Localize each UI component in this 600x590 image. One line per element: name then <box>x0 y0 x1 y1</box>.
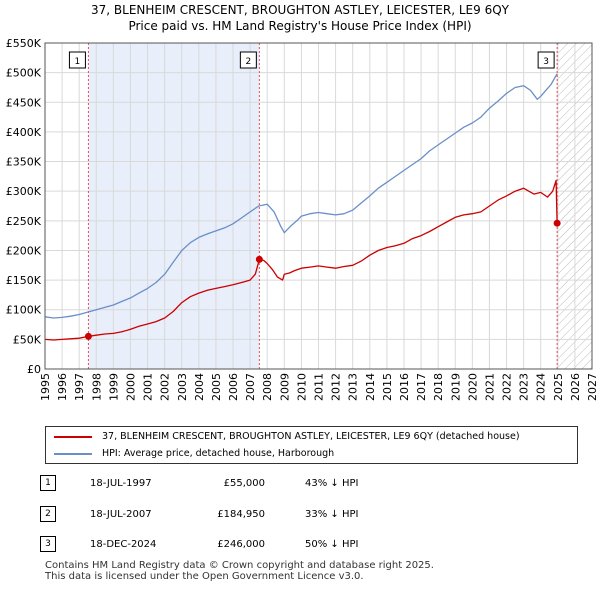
y-tick-label: £150K <box>6 274 42 287</box>
x-tick-label: 1999 <box>107 373 120 401</box>
chart-title-address: 37, BLENHEIM CRESCENT, BROUGHTON ASTLEY,… <box>91 3 509 17</box>
x-tick-label: 2006 <box>227 373 240 401</box>
y-tick-label: £350K <box>6 156 42 169</box>
x-tick-label: 2004 <box>193 373 206 401</box>
sale-date: 18-JUL-2007 <box>90 509 152 520</box>
sale-date: 18-DEC-2024 <box>90 539 157 550</box>
x-tick-label: 2025 <box>552 373 565 401</box>
y-tick-label: £300K <box>6 185 42 198</box>
y-tick-label: £500K <box>6 67 42 80</box>
x-tick-label: 1998 <box>90 373 103 401</box>
sale-number-badge: 2 <box>40 506 56 522</box>
y-tick-label: £0 <box>27 363 41 376</box>
x-tick-label: 2018 <box>432 373 445 401</box>
y-tick-label: £250K <box>6 215 42 228</box>
x-tick-label: 2016 <box>398 373 411 401</box>
x-tick-label: 2013 <box>347 373 360 401</box>
sale-point <box>84 332 92 340</box>
x-tick-label: 2010 <box>295 373 308 401</box>
x-tick-label: 2015 <box>381 373 394 401</box>
chart-legend: 37, BLENHEIM CRESCENT, BROUGHTON ASTLEY,… <box>45 426 578 464</box>
sale-label-box: 3 <box>537 51 555 69</box>
x-tick-label: 2022 <box>501 373 514 401</box>
y-tick-label: £50K <box>13 333 42 346</box>
sale-label-rect <box>537 51 555 69</box>
x-tick-label: 2008 <box>261 373 274 401</box>
sale-number-badge: 3 <box>40 536 56 552</box>
x-tick-label: 1996 <box>56 373 69 401</box>
x-tick-label: 2003 <box>176 373 189 401</box>
price-chart: 1 2 3 £0 £50K £100K £150K £200K £250K £300K £350K £… <box>6 37 599 401</box>
legend-swatch-hpi <box>54 453 92 455</box>
footer-license: This data is licensed under the Open Gov… <box>45 571 364 582</box>
legend-item-hpi: HPI: Average price, detached house, Harb… <box>54 446 334 462</box>
sale-hpi-diff: 43% ↓ HPI <box>305 478 359 489</box>
x-tick-label: 2009 <box>278 373 291 401</box>
hpi-line <box>45 73 558 319</box>
sale-label-number: 1 <box>75 57 81 67</box>
legend-label-hpi: HPI: Average price, detached house, Harb… <box>102 448 335 459</box>
sale-price: £184,950 <box>217 509 265 520</box>
sale-price: £55,000 <box>223 478 265 489</box>
chart-title-subtitle: Price paid vs. HM Land Registry's House … <box>128 19 472 33</box>
sale-point <box>255 255 263 263</box>
x-tick-label: 2026 <box>569 373 582 401</box>
x-tick-label: 2024 <box>535 373 548 401</box>
y-tick-label: £400K <box>6 126 42 139</box>
x-tick-label: 2005 <box>210 373 223 401</box>
x-tick-label: 1997 <box>73 373 86 401</box>
sale-label-number: 3 <box>543 57 549 67</box>
x-tick-label: 2012 <box>330 373 343 401</box>
x-tick-label: 1995 <box>39 373 52 401</box>
sale-label-box: 2 <box>239 51 257 69</box>
x-tick-label: 2027 <box>586 373 599 401</box>
y-tick-label: £450K <box>6 96 42 109</box>
footer-attribution: Contains HM Land Registry data © Crown c… <box>45 560 434 582</box>
y-tick-label: £550K <box>6 37 42 50</box>
x-tick-label: 2001 <box>142 373 155 401</box>
x-tick-label: 2000 <box>124 373 137 401</box>
x-tick-label: 2021 <box>483 373 496 401</box>
sale-label-rect <box>239 51 257 69</box>
x-tick-label: 2014 <box>364 373 377 401</box>
sale-label-number: 2 <box>245 57 251 67</box>
y-tick-label: £100K <box>6 304 42 317</box>
x-tick-label: 2017 <box>415 373 428 401</box>
x-tick-label: 2020 <box>466 373 479 401</box>
plot-border <box>44 42 593 370</box>
sale-price: £246,000 <box>217 539 265 550</box>
legend-label-price: 37, BLENHEIM CRESCENT, BROUGHTON ASTLEY,… <box>102 431 520 442</box>
footer-copyright: Contains HM Land Registry data © Crown c… <box>45 560 434 571</box>
x-tick-label: 2019 <box>449 373 462 401</box>
sale-number-badge: 1 <box>40 475 56 491</box>
sale-hpi-diff: 50% ↓ HPI <box>305 539 359 550</box>
sale-point <box>553 219 561 227</box>
legend-swatch-price <box>54 436 92 438</box>
x-tick-label: 2011 <box>313 373 326 401</box>
ownership-shade <box>88 43 260 369</box>
y-tick-label: £200K <box>6 244 42 257</box>
sale-hpi-diff: 33% ↓ HPI <box>305 509 359 520</box>
x-tick-label: 2007 <box>244 373 257 401</box>
sale-date: 18-JUL-1997 <box>90 478 152 489</box>
sale-label-box: 1 <box>68 51 86 69</box>
legend-item-price: 37, BLENHEIM CRESCENT, BROUGHTON ASTLEY,… <box>54 429 520 445</box>
x-tick-label: 2002 <box>159 373 172 401</box>
sale-label-rect <box>68 51 86 69</box>
x-tick-label: 2023 <box>518 373 531 401</box>
price-paid-line <box>45 179 558 341</box>
